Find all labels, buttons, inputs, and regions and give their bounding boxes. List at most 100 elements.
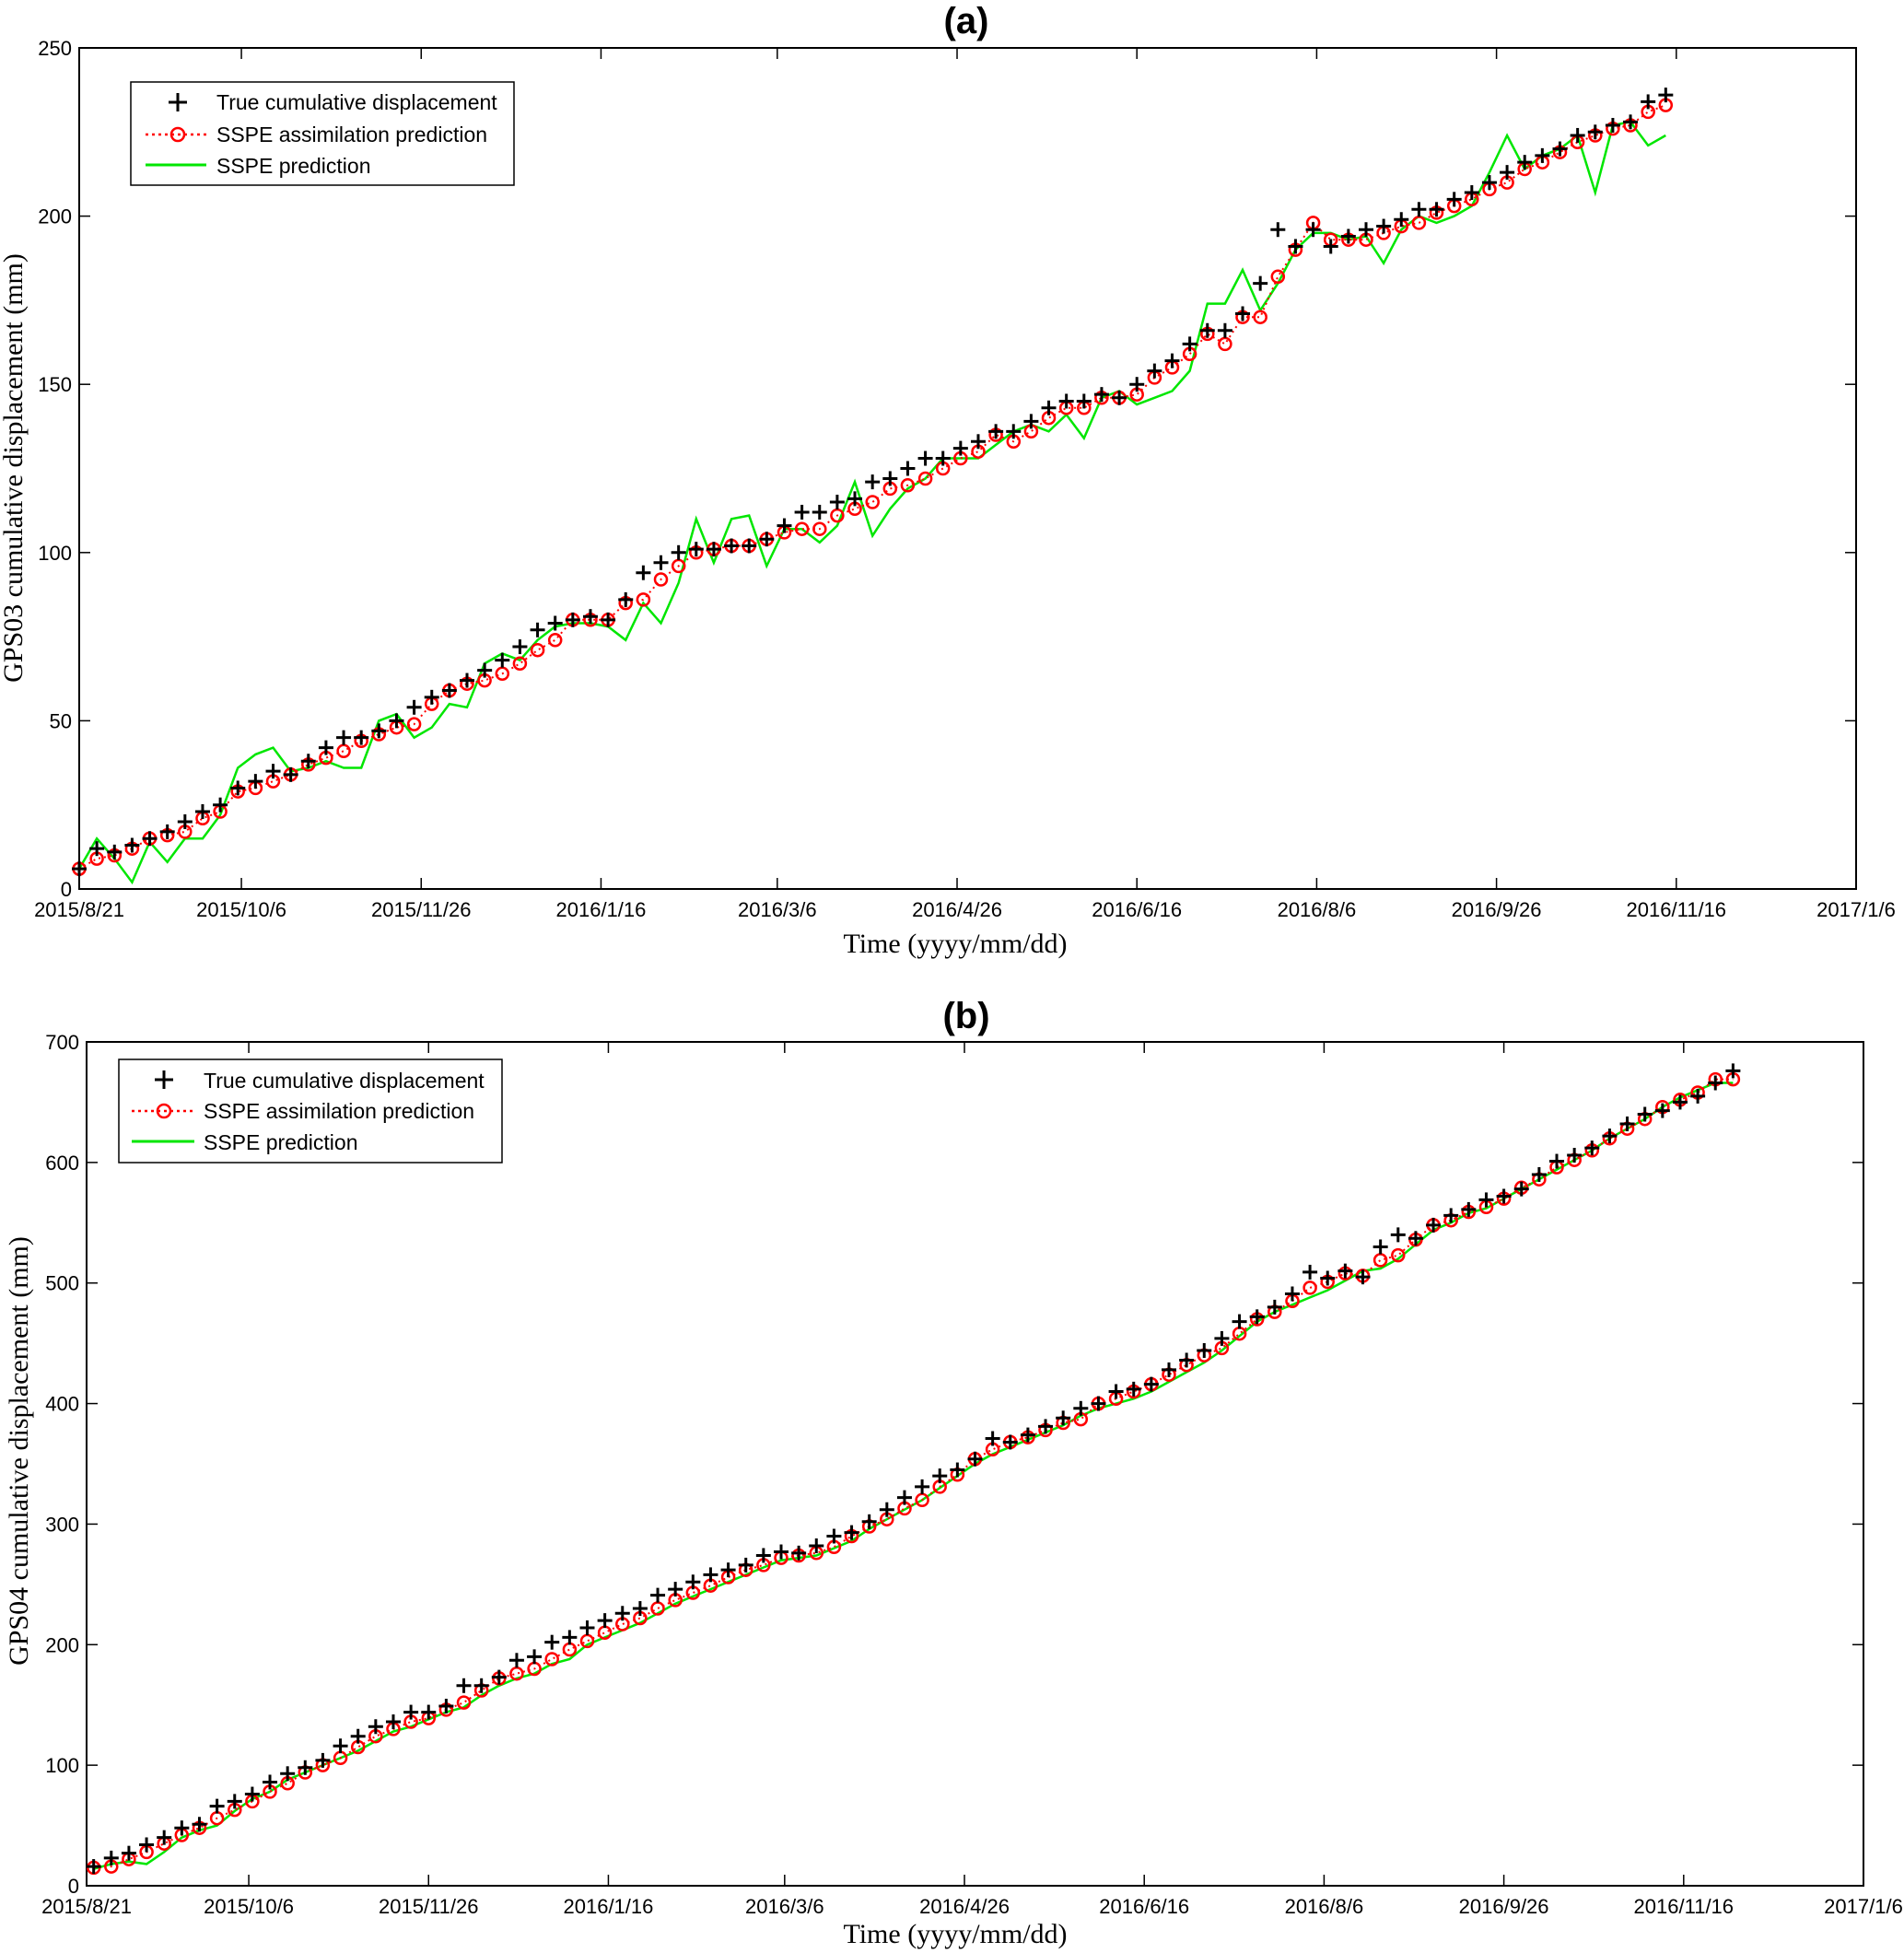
data-point-assimilation (865, 495, 880, 509)
data-point-true (1408, 1231, 1423, 1246)
data-point-true (1619, 1116, 1635, 1131)
data-point-true (1126, 1381, 1141, 1397)
data-point-true (720, 1562, 736, 1578)
data-point-true (653, 555, 669, 570)
data-point-true (1129, 377, 1145, 392)
data-point-true (1199, 322, 1215, 338)
data-point-true (688, 542, 704, 557)
data-point-true (441, 683, 457, 698)
x-tick-label: 2016/6/16 (1092, 898, 1182, 921)
data-point-true (209, 1798, 225, 1814)
x-axis-label-a: Time (yyyy/mm/dd) (843, 929, 1067, 959)
x-tick-label: 2016/1/16 (564, 1895, 654, 1918)
data-point-true (685, 1574, 701, 1590)
x-tick-label: 2016/11/16 (1634, 1895, 1734, 1918)
data-point-true (1623, 114, 1639, 130)
data-point-assimilation (830, 508, 845, 523)
data-point-true (371, 723, 387, 739)
data-point-true (1513, 1181, 1529, 1197)
data-point-true (618, 591, 634, 607)
data-point-assimilation (794, 521, 810, 536)
y-tick-label: 150 (38, 373, 72, 396)
x-tick-label: 2016/1/16 (556, 898, 647, 921)
y-axis-label-a: GPS03 cumulative displacement (mm) (0, 253, 29, 683)
data-point-true (1426, 1217, 1442, 1233)
data-point-true (579, 1620, 595, 1635)
x-tick-label: 2016/11/16 (1627, 898, 1726, 921)
data-point-assimilation (530, 642, 545, 658)
data-point-true (1288, 239, 1303, 254)
data-point-true (495, 652, 510, 668)
data-point-true (724, 538, 740, 554)
data-point-true (582, 609, 598, 625)
series-group-b (86, 1063, 1741, 1876)
data-point-true (1323, 239, 1338, 254)
data-point-true (970, 434, 986, 450)
data-point-true (1584, 1140, 1600, 1156)
data-point-true (89, 841, 105, 857)
data-point-true (879, 1502, 894, 1517)
legend-marker-true-b (155, 1070, 173, 1089)
data-point-true (1567, 1148, 1583, 1164)
legend-box-b (118, 1058, 503, 1164)
x-tick-label: 2015/8/21 (34, 898, 124, 921)
data-point-true (460, 672, 475, 688)
data-point-true (121, 1845, 136, 1861)
data-point-true (1376, 218, 1392, 234)
data-point-true (544, 1634, 560, 1650)
data-point-true (988, 424, 1004, 439)
legend-marker-true-a (169, 93, 187, 111)
data-point-true (1654, 1103, 1670, 1118)
data-point-true (952, 440, 968, 456)
data-point-true (1461, 1201, 1477, 1217)
data-point-true (385, 1714, 401, 1730)
data-point-true (1164, 353, 1180, 368)
data-point-true (1446, 192, 1462, 207)
y-tick-label: 0 (68, 1875, 79, 1898)
data-point-true (632, 1601, 648, 1617)
data-point-true (192, 1817, 207, 1832)
y-tick-label: 250 (38, 37, 72, 60)
data-point-true (967, 1451, 983, 1467)
data-point-true (298, 1760, 313, 1775)
legend-b: True cumulative displacement SSPE assimi… (118, 1058, 503, 1164)
data-point-true (794, 504, 810, 520)
data-point-true (597, 1613, 613, 1629)
legend-box-a (130, 81, 515, 186)
data-point-true (1605, 117, 1620, 133)
series-group-a (72, 88, 1674, 885)
y-axis-label-b: GPS04 cumulative displacement (mm) (4, 1236, 34, 1666)
data-point-true (72, 861, 87, 877)
data-point-true (1637, 1106, 1653, 1122)
data-point-true (368, 1719, 383, 1735)
data-point-true (812, 504, 827, 520)
data-point-true (1531, 1166, 1547, 1182)
x-tick-label: 2016/4/26 (912, 898, 1002, 921)
data-point-true (421, 1704, 437, 1720)
data-point-true (1373, 1239, 1388, 1255)
x-tick-label: 2016/3/6 (738, 898, 817, 921)
x-axis-a: 2015/8/21 2015/10/6 2015/11/26 2016/1/16 201… (34, 48, 1896, 921)
data-point-true (1355, 1269, 1371, 1285)
data-point-true (1235, 306, 1251, 322)
data-point-true (1358, 222, 1373, 238)
y-tick-label: 100 (38, 542, 72, 565)
y-tick-label: 200 (38, 205, 72, 228)
data-point-true (865, 474, 881, 490)
data-point-true (1108, 1384, 1124, 1399)
y-tick-label: 200 (45, 1633, 79, 1656)
data-point-true (1267, 1299, 1282, 1315)
data-point-true (280, 1766, 296, 1782)
data-point-true (932, 1468, 948, 1484)
data-point-true (1217, 322, 1232, 338)
data-point-true (861, 1514, 877, 1529)
data-point-true (896, 1490, 912, 1505)
data-point-true (157, 1830, 172, 1845)
x-tick-label: 2015/10/6 (196, 898, 286, 921)
series-line-sspe-assimilation (93, 1078, 1734, 1869)
data-point-true (1587, 124, 1603, 140)
x-tick-label: 2016/9/26 (1452, 898, 1542, 921)
data-point-true (614, 1606, 630, 1621)
data-point-true (1602, 1129, 1618, 1144)
